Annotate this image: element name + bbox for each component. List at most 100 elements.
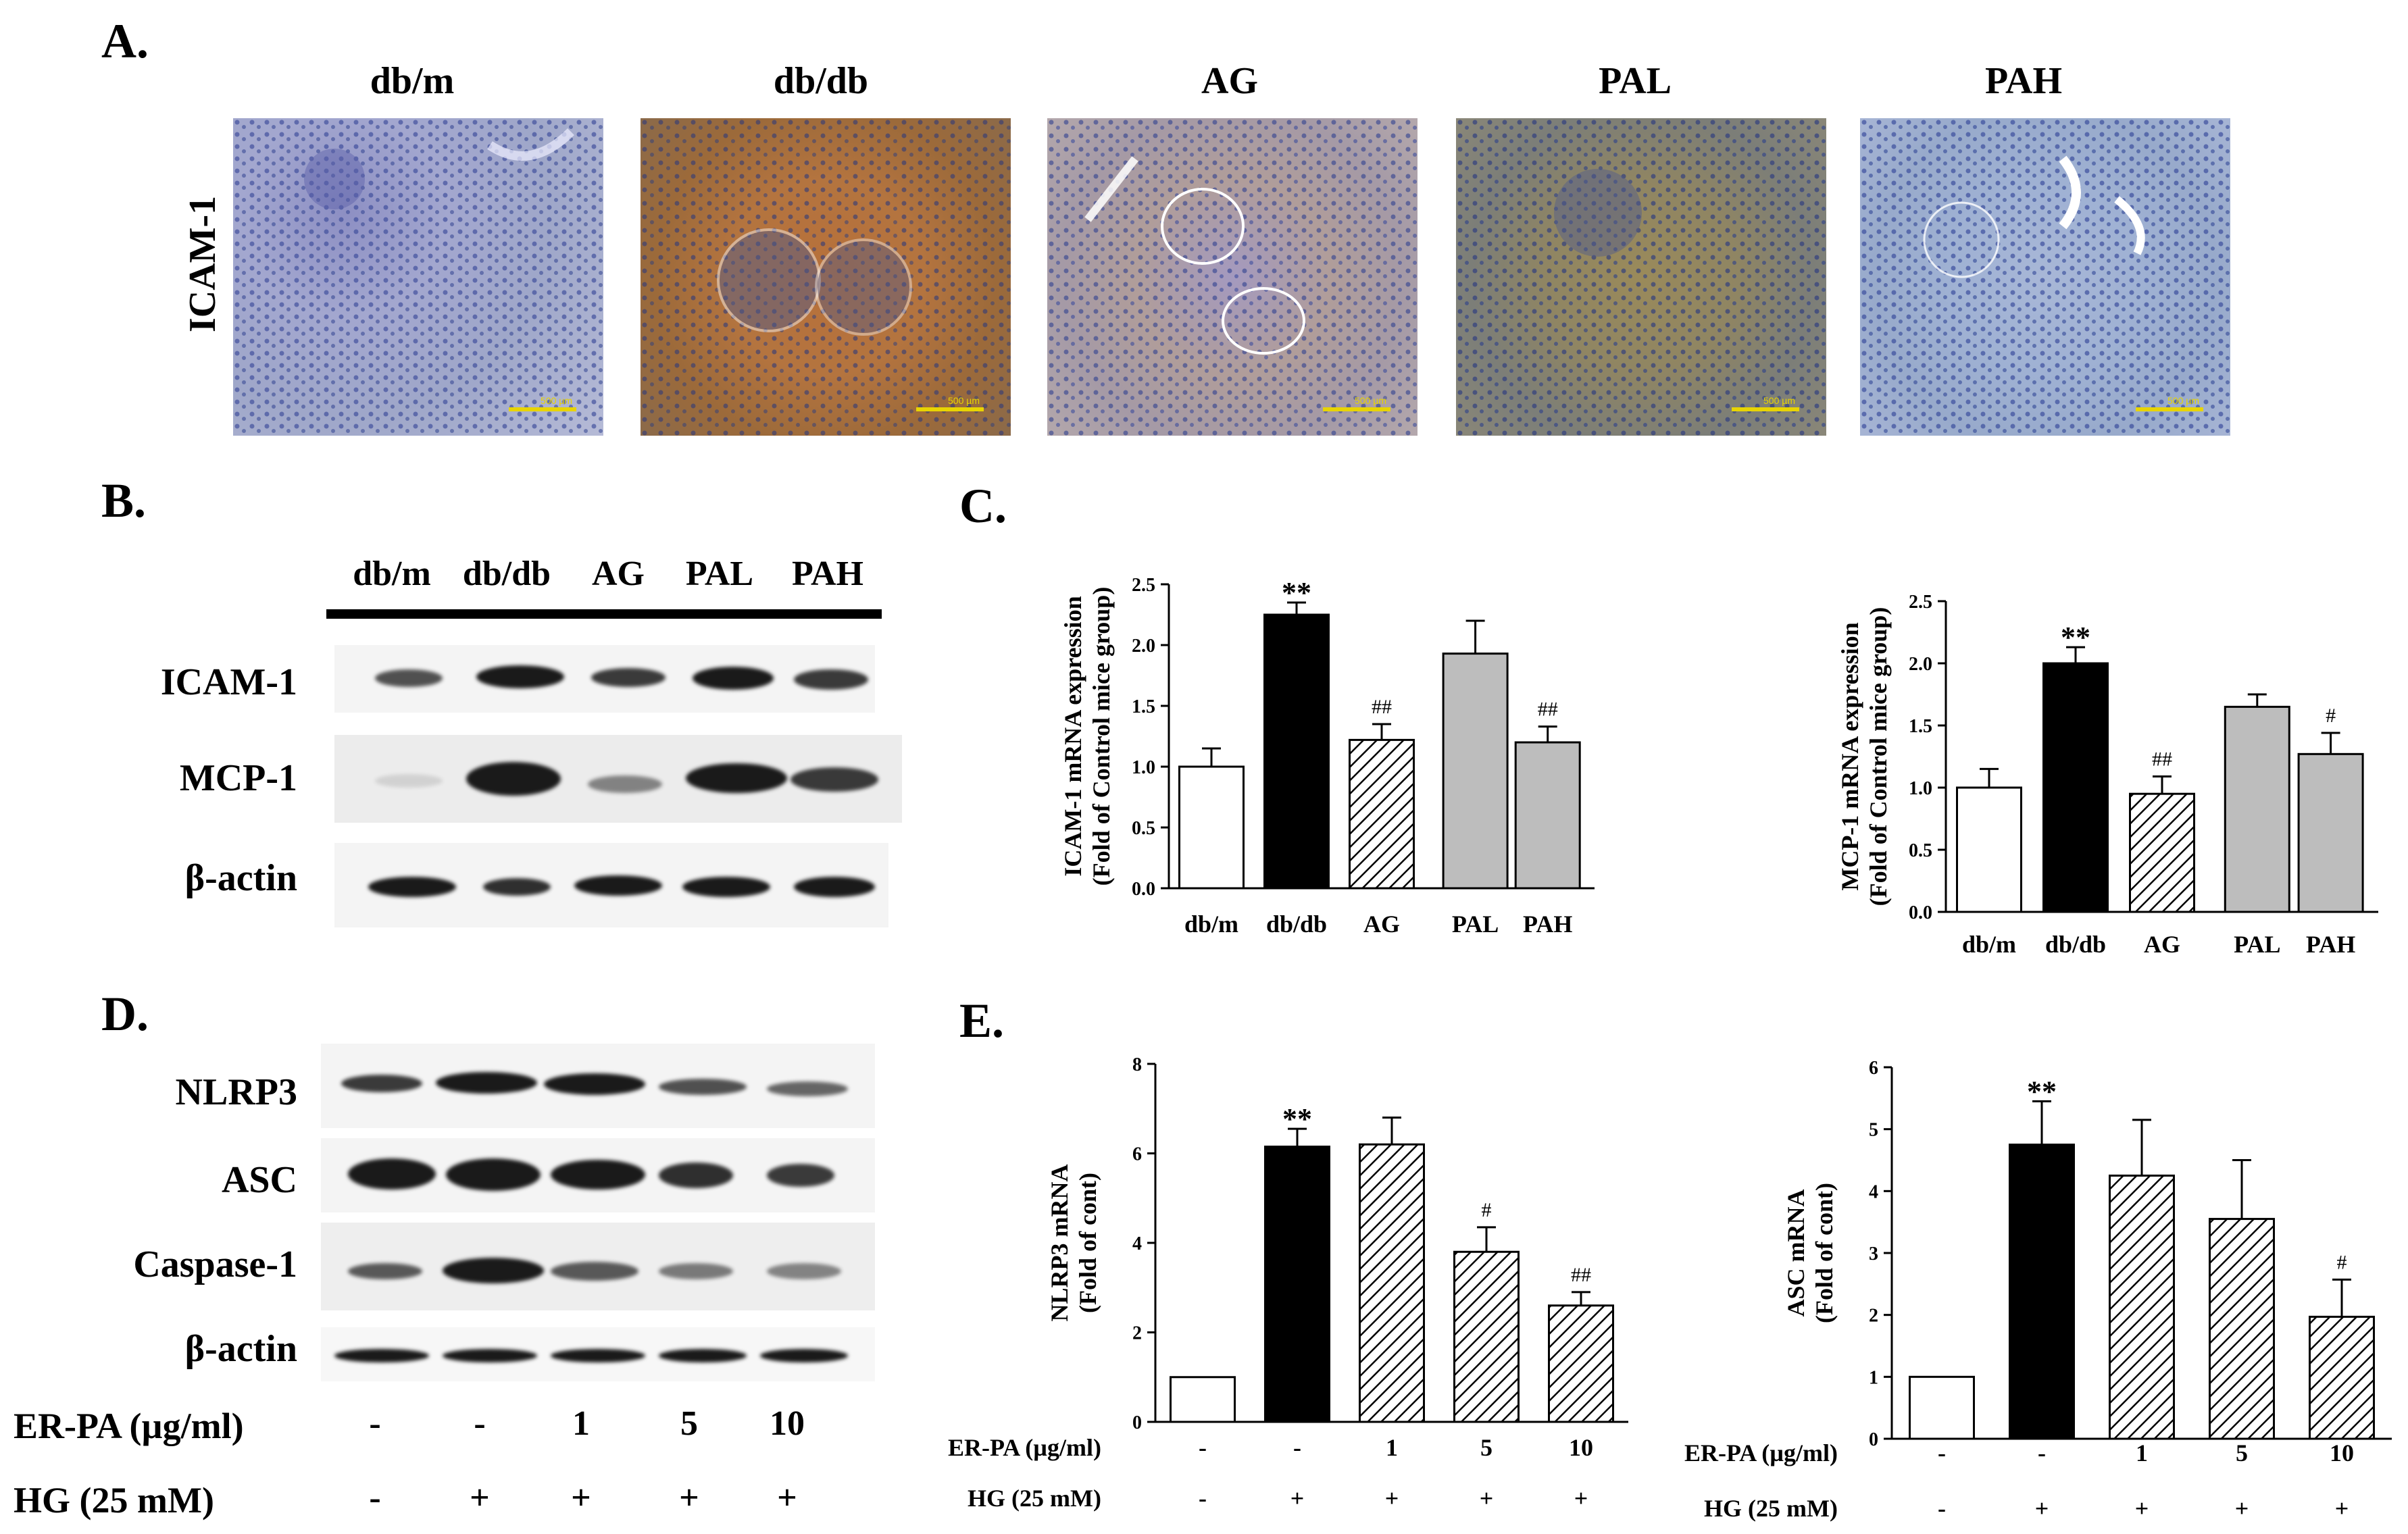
y-axis-label-secondary: (Fold of Control mice group) [1865, 607, 1892, 906]
band [551, 1262, 638, 1281]
bar [2309, 1315, 2375, 1440]
band [466, 762, 561, 796]
bar [2009, 1144, 2075, 1440]
band [588, 775, 662, 793]
y-tick-label: 1 [1869, 1367, 1878, 1388]
band [767, 1263, 841, 1279]
micrograph-pah: 500 µm [1860, 118, 2230, 436]
y-tick-label: 6 [1869, 1058, 1878, 1079]
band [544, 1073, 645, 1095]
treatment-label-hg: HG (25 mM) [14, 1480, 214, 1520]
bar [1359, 1143, 1425, 1423]
blot-strip-mcp1 [334, 735, 902, 823]
treatment-value: 1 [2136, 1439, 2148, 1466]
significance-marker: ## [2152, 748, 2172, 770]
tissue-texture [1860, 118, 2230, 436]
blot-label-bactin-d: β-actin [184, 1328, 297, 1370]
micrograph-title-dbdb: db/db [773, 60, 869, 102]
y-tick-label: 1.0 [1909, 778, 1932, 799]
micrograph-ag: 500 µm [1047, 118, 1418, 436]
blot-strip-nlrp3 [321, 1044, 875, 1128]
category-label: PAL [2234, 931, 2280, 958]
significance-marker: ** [2061, 621, 2090, 654]
bar [1264, 1146, 1330, 1423]
band [368, 877, 456, 897]
y-axis-label-secondary: (Fold of cont) [1811, 1183, 1838, 1323]
blot-strip-asc [321, 1138, 875, 1212]
treatment-label-hg: HG (25 mM) [1704, 1495, 1838, 1522]
blot-label-caspase1: Caspase-1 [133, 1244, 297, 1285]
significance-marker: ## [1571, 1264, 1591, 1286]
treatment-value: + [2035, 1495, 2049, 1522]
category-label: PAL [1452, 911, 1499, 938]
treatment-value: - [1938, 1495, 1946, 1522]
band [659, 1349, 747, 1362]
y-tick-label: 3 [1869, 1244, 1878, 1264]
band [686, 763, 787, 793]
bar [1909, 1375, 1975, 1440]
micrograph-dbdb: 500 µm [641, 118, 1011, 436]
band [334, 1349, 429, 1362]
micrograph-title-pal: PAL [1599, 60, 1672, 102]
lane-label-dbdb: db/db [462, 555, 551, 593]
treatment-value: + [679, 1479, 699, 1517]
chart-asc-mrna: 0 1 2 3 4 5 6 ASC mRNA (Fold of cont) ** # ER-PA (µ… [1684, 1058, 2392, 1522]
band [791, 767, 878, 792]
chart-mcp1-mrna: 0.0 0.5 1.0 1.5 2.0 2.5 MCP-1 mRNA expression(… [1836, 592, 2378, 958]
y-axis-label: ASC mRNA [1782, 1189, 1809, 1316]
y-tick-label: 2.0 [1132, 636, 1155, 657]
blot-strip-bactin [334, 843, 888, 927]
treatment-value: + [1480, 1485, 1494, 1512]
micrograph-title-ag: AG [1201, 60, 1258, 102]
blot-label-nlrp3: NLRP3 [175, 1071, 297, 1113]
bar [2129, 792, 2195, 913]
scale-bar [916, 407, 984, 411]
band [446, 1158, 541, 1191]
category-label: AG [2144, 931, 2180, 958]
y-tick-label: 0.0 [1909, 902, 1932, 923]
scale-bar-label: 500 µm [2167, 395, 2199, 406]
treatment-value: + [2135, 1495, 2149, 1522]
treatment-value: + [777, 1479, 797, 1517]
treatment-label-hg: HG (25 mM) [968, 1485, 1101, 1512]
significance-marker: # [2337, 1251, 2347, 1273]
panel-c-letter: C. [959, 479, 1007, 533]
y-axis-label-secondary: (Fold of cont) [1074, 1173, 1101, 1313]
panel-b-letter: B. [101, 474, 147, 528]
y-axis-label: MCP-1 mRNA expression [1836, 622, 1863, 890]
treatment-value: + [571, 1479, 591, 1517]
treatment-value: + [2335, 1495, 2349, 1522]
band [767, 1081, 848, 1096]
bar [2297, 752, 2364, 913]
significance-marker: # [2326, 705, 2336, 727]
treatment-value: - [1199, 1485, 1207, 1512]
bar [1170, 1376, 1236, 1423]
treatment-value: + [1385, 1485, 1399, 1512]
band [551, 1349, 645, 1362]
band [375, 669, 443, 687]
treatment-value: - [1293, 1434, 1301, 1461]
panel-a-row-label: ICAM-1 [182, 195, 224, 332]
significance-marker: ## [1538, 698, 1558, 721]
bar [2042, 662, 2109, 913]
treatment-value: + [1574, 1485, 1588, 1512]
bar [1548, 1304, 1614, 1423]
treatment-value: 1 [1386, 1434, 1398, 1461]
treatment-label-erpa: ER-PA (µg/ml) [14, 1406, 244, 1446]
band [348, 1158, 436, 1190]
treatment-value: - [369, 1404, 381, 1443]
bar [1178, 765, 1245, 890]
micrograph-pal: 500 µm [1456, 118, 1826, 436]
bar [1442, 653, 1509, 890]
bar [1349, 738, 1415, 890]
treatment-value: - [1199, 1434, 1207, 1461]
band [436, 1072, 537, 1094]
category-label: db/m [1184, 911, 1238, 938]
category-label: db/db [1266, 911, 1327, 938]
chart-icam1-mrna: 0.0 0.5 1.0 1.5 2.0 2.5 ICAM-1 mRNA expression… [1059, 575, 1595, 938]
band [693, 667, 774, 690]
lane-label-pal: PAL [685, 555, 754, 593]
scale-bar-label: 500 µm [1763, 395, 1795, 406]
band [551, 1160, 645, 1190]
